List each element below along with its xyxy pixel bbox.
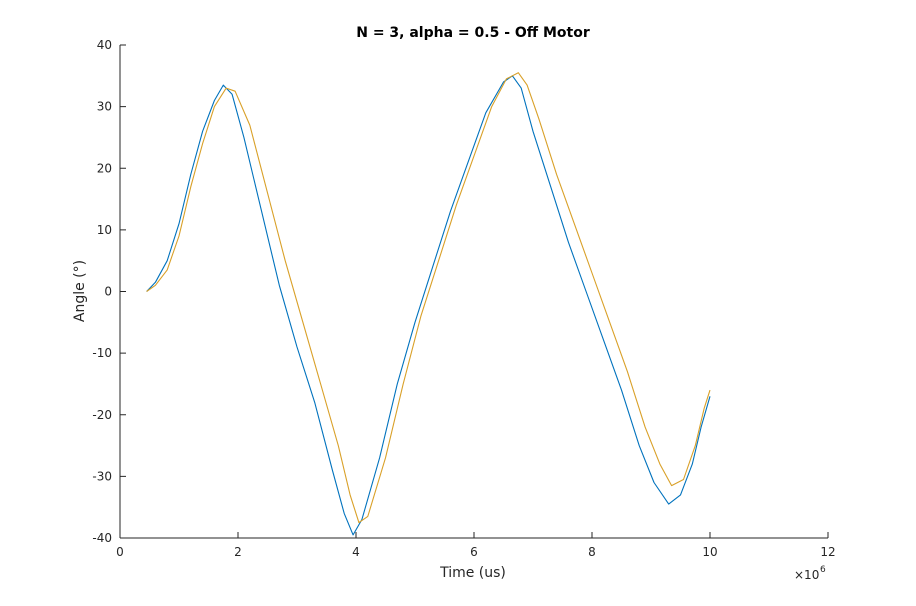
x-tick-label: 8 xyxy=(588,545,596,559)
series-layer xyxy=(146,72,711,536)
x-tick-label: 10 xyxy=(702,545,717,559)
y-tick-label: -30 xyxy=(92,469,112,483)
y-tick-label: -40 xyxy=(92,531,112,545)
y-tick-label: 20 xyxy=(97,161,112,175)
y-tick-label: -20 xyxy=(92,408,112,422)
x-tick-label: 2 xyxy=(234,545,242,559)
x-tick-label: 6 xyxy=(470,545,478,559)
y-tick-label: -10 xyxy=(92,346,112,360)
y-tick-label: 10 xyxy=(97,223,112,237)
series-line-1 xyxy=(146,75,711,536)
chart-title: N = 3, alpha = 0.5 - Off Motor xyxy=(356,25,590,41)
y-tick-label: 0 xyxy=(104,285,112,299)
x-tick-label: 4 xyxy=(352,545,360,559)
y-tick-label: 40 xyxy=(97,38,112,52)
x-tick-label: 12 xyxy=(820,545,835,559)
axes-layer: 0 2 4 6 8 10 12 -40 -30 -20 -10 0 10 20 30 40 xyxy=(92,38,835,559)
x-exponent-power: 6 xyxy=(820,565,826,575)
series-line-2 xyxy=(146,72,711,524)
x-exponent-base: ×10 xyxy=(794,568,819,582)
y-tick-label: 30 xyxy=(97,100,112,114)
x-exponent: ×10 6 xyxy=(794,565,826,582)
y-axis-label: Angle (°) xyxy=(72,260,88,322)
x-tick-label: 0 xyxy=(116,545,124,559)
x-axis-label: Time (us) xyxy=(439,565,506,581)
